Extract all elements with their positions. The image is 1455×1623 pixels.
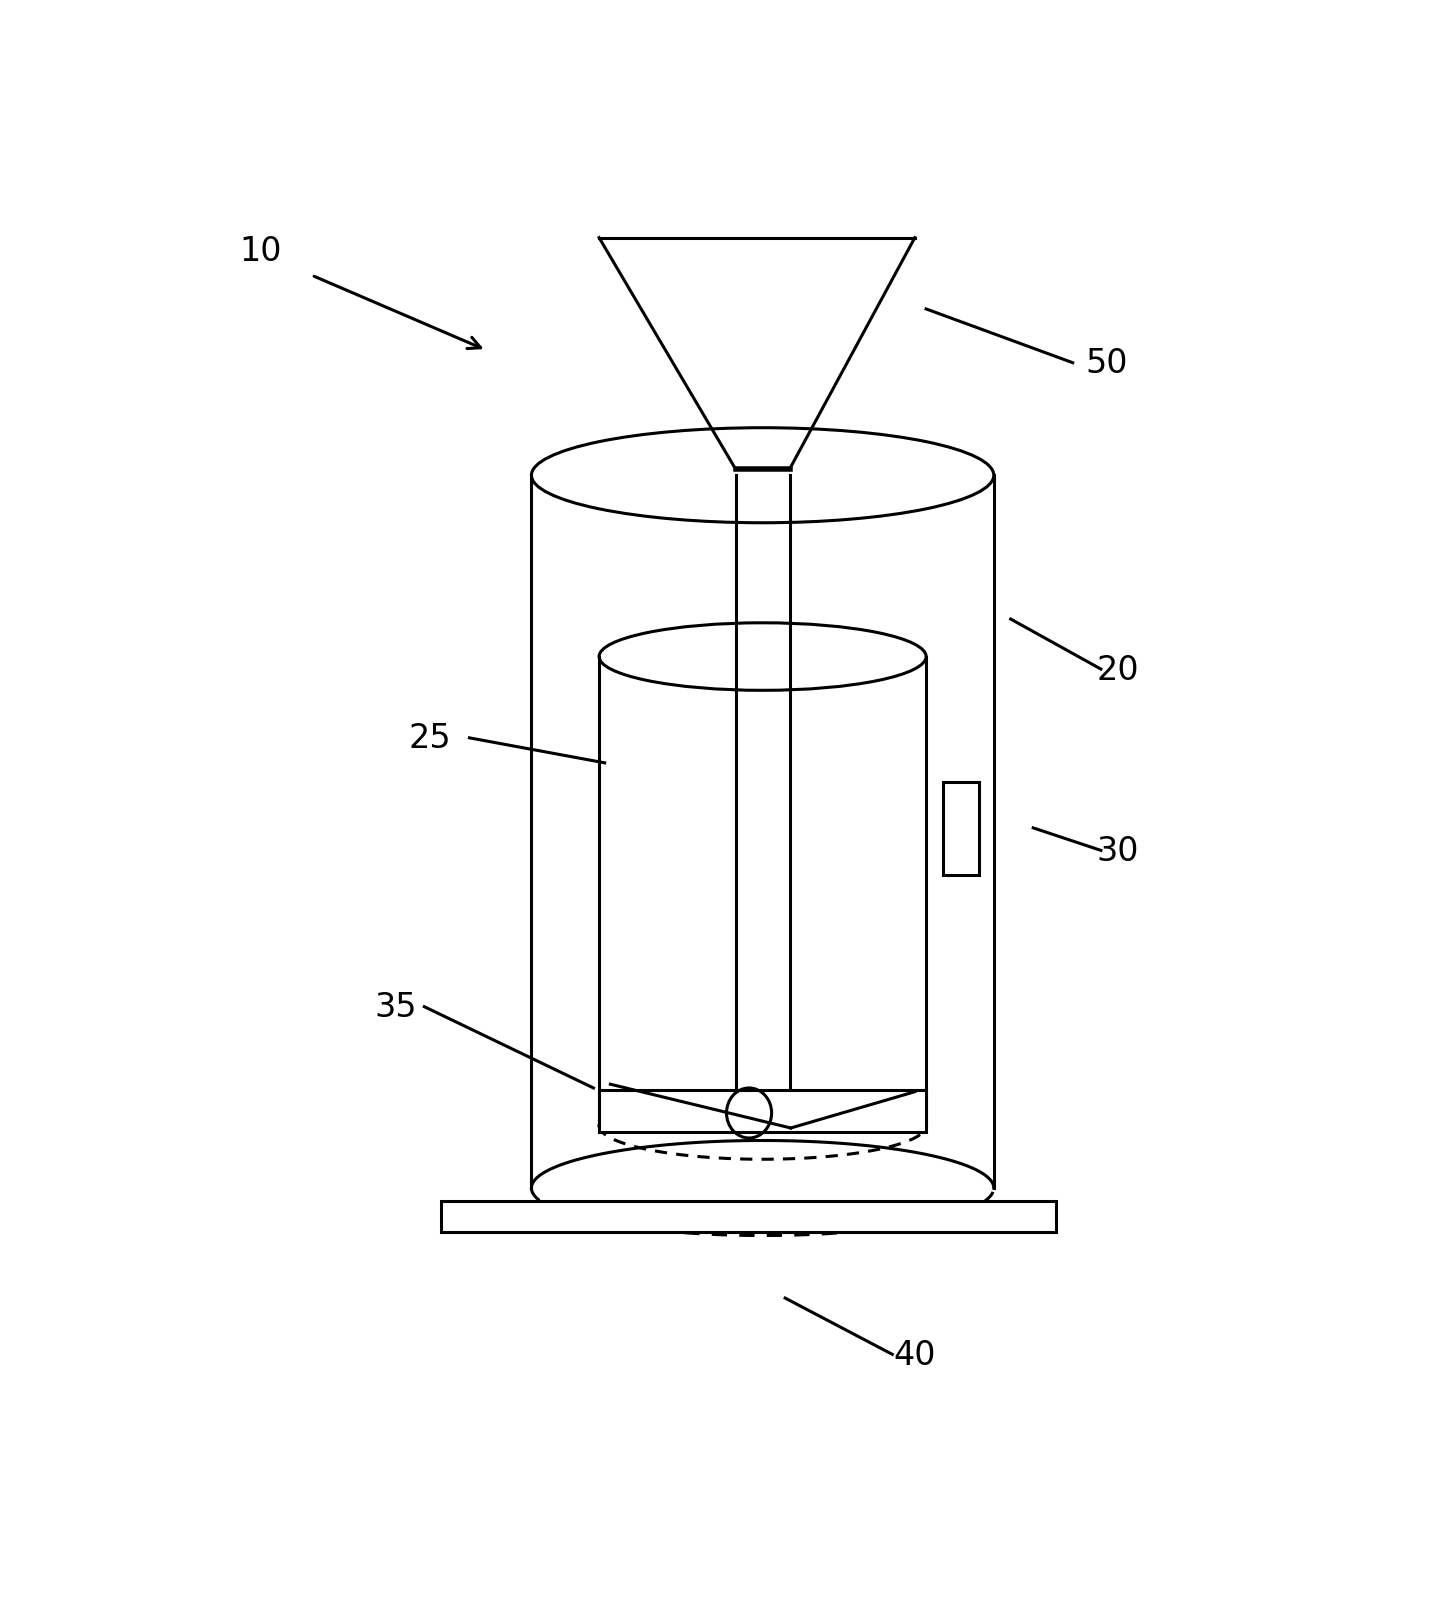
Text: 50: 50 [1085, 347, 1128, 380]
Bar [943, 782, 979, 876]
Bar [441, 1201, 1056, 1232]
Text: 40: 40 [893, 1337, 936, 1371]
Text: 10: 10 [240, 234, 282, 268]
Text: 35: 35 [375, 990, 418, 1024]
Bar [599, 1091, 927, 1133]
Text: 20: 20 [1097, 652, 1139, 687]
Text: 30: 30 [1097, 834, 1139, 867]
Text: 25: 25 [409, 722, 451, 755]
